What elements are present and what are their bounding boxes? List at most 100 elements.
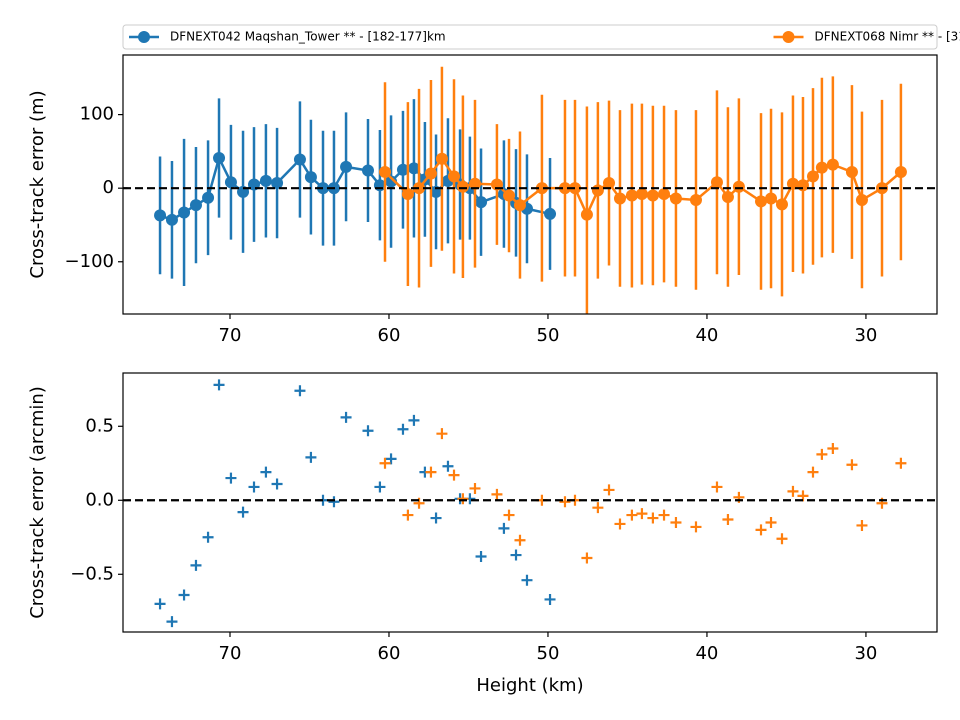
point: [514, 534, 526, 546]
point: [468, 177, 481, 190]
point: [448, 469, 460, 481]
point: [154, 209, 167, 222]
point: [827, 442, 839, 454]
legend-marker: [782, 31, 795, 43]
legend-marker: [138, 31, 150, 43]
point: [213, 379, 225, 391]
point: [178, 206, 191, 219]
point: [826, 158, 839, 171]
point: [521, 574, 533, 586]
point: [190, 559, 202, 571]
point: [469, 482, 481, 494]
point: [544, 593, 556, 605]
point: [475, 551, 487, 563]
point: [413, 182, 426, 195]
point: [430, 512, 442, 524]
legend-label: DFNEXT042 Maqshan_Tower ** - [182-177]km: [170, 30, 446, 44]
point: [755, 195, 768, 208]
point: [765, 192, 778, 205]
axes-frame: [122, 372, 938, 633]
point: [402, 509, 414, 521]
point: [456, 180, 469, 193]
point: [503, 509, 515, 521]
point: [442, 460, 454, 472]
x-tick-label: 40: [695, 643, 718, 664]
point: [722, 514, 734, 526]
point: [425, 466, 437, 478]
point: [396, 163, 409, 176]
point: [625, 189, 638, 202]
point: [580, 208, 593, 221]
point: [591, 184, 604, 197]
point: [305, 451, 317, 463]
point: [559, 496, 571, 508]
point: [815, 161, 828, 174]
point: [614, 518, 626, 530]
point: [165, 213, 178, 226]
x-tick-label: 30: [854, 643, 877, 664]
point: [613, 192, 626, 205]
point: [328, 496, 340, 508]
point: [202, 531, 214, 543]
point: [755, 524, 767, 536]
point: [670, 516, 682, 528]
point: [581, 552, 593, 564]
point: [475, 196, 488, 209]
point: [711, 481, 723, 493]
x-tick-label: 60: [378, 643, 401, 664]
point: [248, 481, 260, 493]
point: [646, 189, 659, 202]
point: [379, 457, 391, 469]
legend-label: DFNEXT068 Nimr ** - [312-312]km: [815, 30, 960, 44]
point: [237, 506, 249, 518]
y-tick-label: 0: [103, 177, 114, 198]
axes-frame: [122, 54, 938, 315]
point: [544, 207, 557, 220]
point: [658, 509, 670, 521]
point: [225, 472, 237, 484]
point: [379, 165, 392, 178]
point: [786, 177, 799, 190]
point: [669, 192, 682, 205]
point: [293, 153, 306, 166]
point: [491, 488, 503, 500]
point: [895, 457, 907, 469]
point: [592, 502, 604, 514]
point: [787, 485, 799, 497]
point: [846, 459, 858, 471]
point: [765, 516, 777, 528]
point: [690, 521, 702, 533]
point: [626, 509, 638, 521]
point: [178, 589, 190, 601]
point: [603, 484, 615, 496]
point: [401, 188, 414, 201]
point: [424, 167, 437, 180]
point: [845, 165, 858, 178]
x-tick-label: 70: [219, 325, 242, 346]
point: [510, 549, 522, 561]
point: [362, 425, 374, 437]
point: [855, 193, 868, 206]
point: [413, 497, 425, 509]
point: [435, 152, 448, 165]
point: [558, 182, 571, 195]
point: [457, 493, 469, 505]
legend-frame: [122, 24, 938, 50]
point: [503, 189, 516, 202]
point: [448, 170, 461, 183]
point: [732, 180, 745, 193]
point: [498, 522, 510, 534]
y-tick-label: 0.0: [85, 489, 114, 510]
x-tick-label: 50: [537, 643, 560, 664]
x-axis-label: Height (km): [476, 675, 583, 696]
point: [317, 182, 330, 195]
point: [213, 152, 226, 165]
x-tick-label: 30: [854, 325, 877, 346]
point: [271, 478, 283, 490]
x-tick-label: 70: [219, 643, 242, 664]
y-axis-label: Cross-track error (arcmin): [27, 386, 48, 619]
point: [658, 188, 671, 201]
point: [374, 481, 386, 493]
point: [513, 199, 526, 212]
point: [775, 198, 788, 211]
